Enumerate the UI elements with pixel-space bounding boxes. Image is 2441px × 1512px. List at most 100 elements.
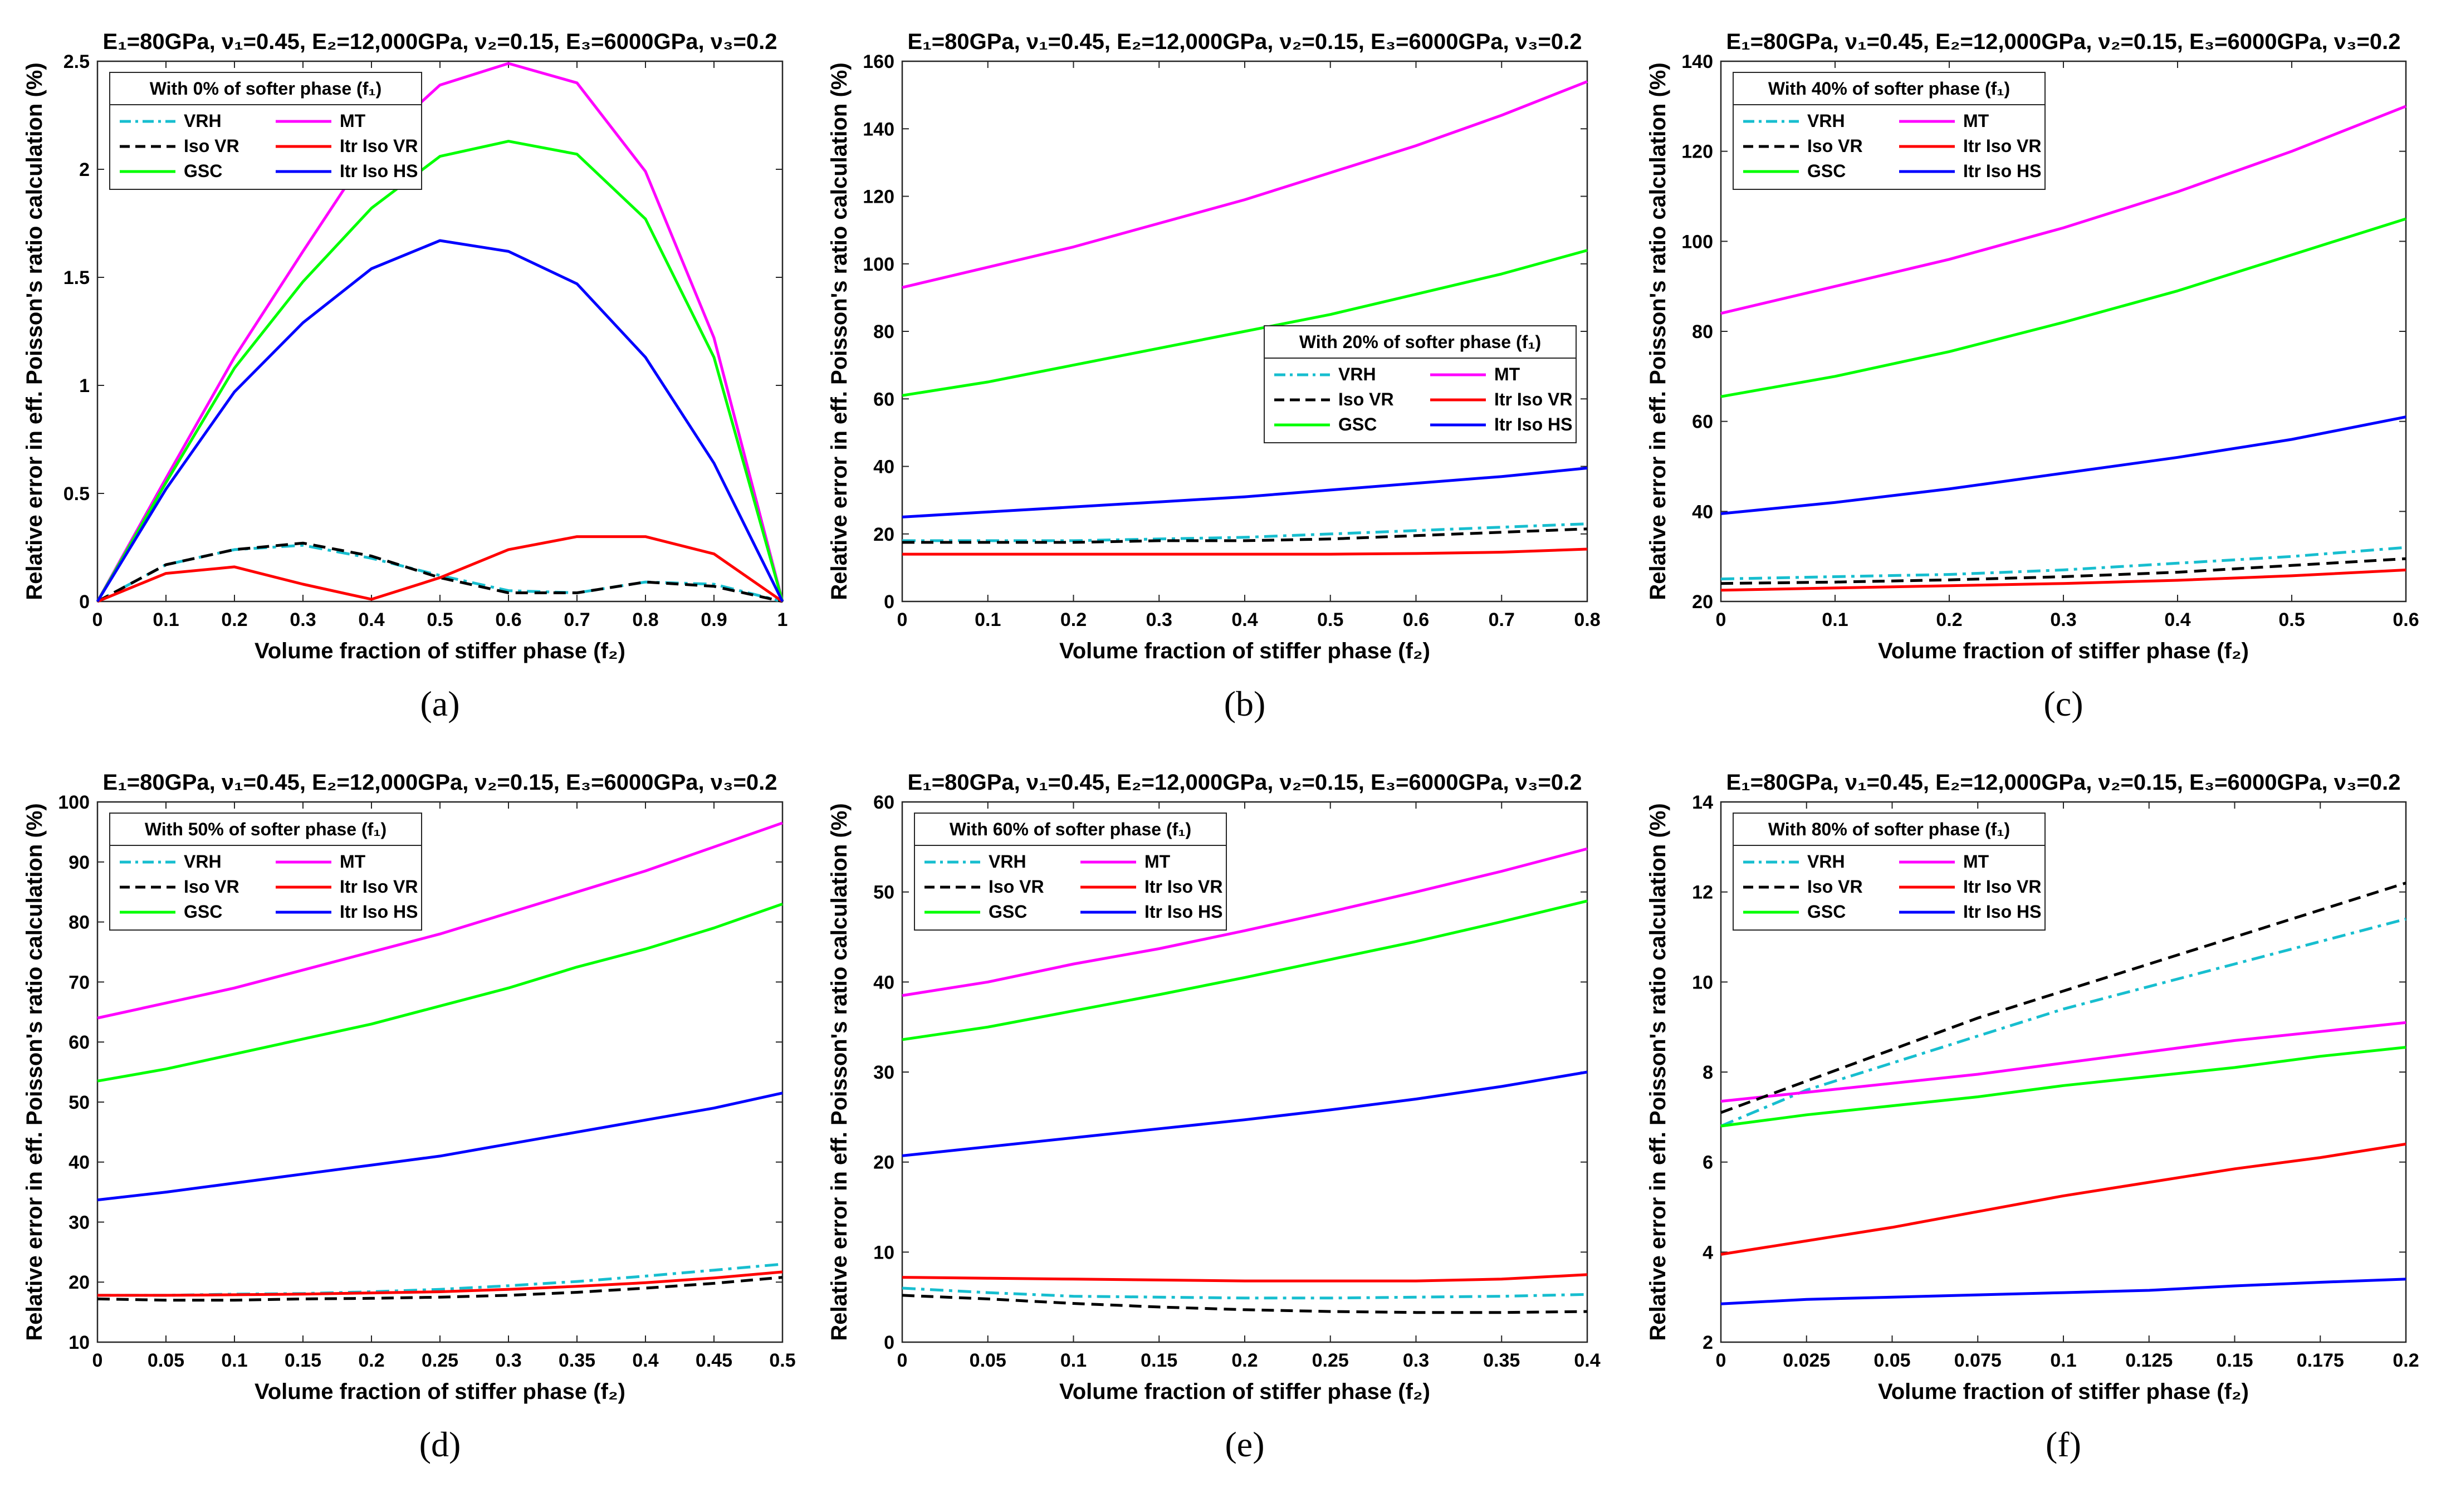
x-tick-label: 0.35 [1483,1350,1520,1371]
legend-label: VRH [1338,364,1376,384]
legend-box [914,813,1227,931]
y-tick-label: 70 [69,972,90,993]
y-tick-label: 20 [69,1272,90,1293]
legend-label: Iso VR [184,877,239,897]
legend-label: Itr Iso HS [1963,161,2041,181]
x-tick-label: 0.3 [2050,609,2076,630]
x-tick-label: 0.25 [422,1350,458,1371]
y-tick-label: 120 [863,187,894,208]
x-tick-label: 0 [1716,1350,1726,1371]
series-line-mt [96,62,784,603]
x-tick-label: 0.1 [1822,609,1848,630]
y-axis-label: Relative error in eff. Poisson's ratio c… [1646,62,1670,600]
y-tick-label: 12 [1692,882,1713,903]
legend-label: GSC [184,902,222,922]
legend-label: VRH [1807,852,1845,872]
chart-title: E₁=80GPa, ν₁=0.45, E₂=12,000GPa, ν₂=0.15… [1726,770,2401,795]
series-line-itr-iso-vr [902,1273,1588,1283]
series-line-itr-iso-vr [97,1270,783,1297]
x-tick-label: 0.3 [1146,609,1172,630]
y-tick-label: 2 [1703,1332,1713,1353]
x-tick-label: 0.05 [970,1350,1006,1371]
series-line-itr-iso-hs [1720,1278,2406,1305]
legend-title: With 80% of softer phase (f₁) [1768,819,2010,839]
y-axis-label: Relative error in eff. Poisson's ratio c… [827,62,852,600]
y-tick-label: 40 [873,972,894,993]
legend-label: Itr Iso VR [1963,877,2041,897]
chart-panel: E₁=80GPa, ν₁=0.45, E₂=12,000GPa, ν₂=0.15… [827,30,1601,723]
x-tick-label: 0.4 [632,1350,658,1371]
chart-panel: E₁=80GPa, ν₁=0.45, E₂=12,000GPa, ν₂=0.15… [1646,30,2419,723]
y-tick-label: 60 [1692,412,1713,433]
chart-title: E₁=80GPa, ν₁=0.45, E₂=12,000GPa, ν₂=0.15… [908,30,1582,54]
x-tick-label: 1 [777,609,788,630]
series-line-mt [1720,1021,2406,1103]
series-line-itr-iso-hs [1720,415,2406,515]
legend-label: VRH [184,111,222,131]
legend-label: Itr Iso VR [340,877,418,897]
legend-title: With 60% of softer phase (f₁) [950,819,1191,839]
y-tick-label: 20 [873,524,894,545]
x-tick-label: 0.25 [1312,1350,1349,1371]
x-tick-label: 0 [1716,609,1726,630]
x-tick-label: 0.6 [495,609,521,630]
chart-title: E₁=80GPa, ν₁=0.45, E₂=12,000GPa, ν₂=0.15… [103,770,777,795]
x-axis-label: Volume fraction of stiffer phase (f₂) [1878,639,2249,663]
series-line-itr-iso-vr [1720,568,2406,592]
series-line-gsc [96,140,784,603]
legend: With 80% of softer phase (f₁) VRH MT Iso VR… [1733,813,2046,931]
x-tick-label: 0.1 [1060,1350,1087,1371]
legend-title: With 0% of softer phase (f₁) [150,79,382,99]
y-tick-label: 140 [1681,51,1713,72]
chart-panel: E₁=80GPa, ν₁=0.45, E₂=12,000GPa, ν₂=0.15… [22,770,796,1464]
x-tick-label: 0.1 [153,609,179,630]
legend-label: Itr Iso HS [340,161,418,181]
x-tick-label: 0.5 [427,609,453,630]
x-tick-label: 0 [92,609,103,630]
legend-label: MT [1144,852,1171,872]
y-tick-label: 100 [1681,231,1713,252]
legend-label: Itr Iso VR [340,136,418,156]
legend-label: GSC [1807,902,1846,922]
x-tick-label: 0.9 [701,609,727,630]
x-tick-label: 0.6 [1403,609,1429,630]
series-line-itr-iso-vr [97,535,784,603]
x-tick-label: 0.2 [2393,1350,2419,1371]
x-tick-label: 0 [897,609,908,630]
y-tick-label: 140 [863,119,894,140]
y-tick-label: 80 [873,321,894,342]
y-tick-label: 80 [1692,321,1713,342]
x-tick-label: 0.175 [2297,1350,2344,1371]
x-axis-label: Volume fraction of stiffer phase (f₂) [1059,1379,1430,1404]
x-tick-label: 0 [897,1350,908,1371]
x-tick-label: 0.2 [358,1350,384,1371]
x-tick-label: 0.2 [1231,1350,1258,1371]
chart-title: E₁=80GPa, ν₁=0.45, E₂=12,000GPa, ν₂=0.15… [908,770,1582,795]
chart-panel: E₁=80GPa, ν₁=0.45, E₂=12,000GPa, ν₂=0.15… [22,30,787,723]
x-tick-label: 0.7 [1489,609,1515,630]
x-tick-label: 0.2 [1936,609,1962,630]
x-tick-label: 0.8 [1574,609,1600,630]
series-line-mt [1720,105,2406,315]
legend-label: Iso VR [1807,136,1863,156]
y-tick-label: 10 [1692,972,1713,993]
x-axis-label: Volume fraction of stiffer phase (f₂) [255,639,625,663]
panel-label: (e) [1225,1425,1264,1464]
series-line-vrh [902,1286,1588,1300]
y-tick-label: 8 [1703,1062,1713,1083]
x-tick-label: 0.05 [148,1350,184,1371]
series-line-iso-vr [902,527,1588,544]
x-tick-label: 0.5 [2278,609,2305,630]
series-line-gsc [1720,1046,2406,1128]
series-line-gsc [902,249,1588,397]
y-tick-label: 1 [79,375,90,397]
x-tick-label: 0.1 [975,609,1001,630]
series-line-itr-iso-hs [902,467,1588,518]
legend-box [109,813,422,931]
y-tick-label: 60 [69,1032,90,1053]
x-tick-label: 0.15 [285,1350,321,1371]
series-line-itr-iso-vr [902,547,1588,556]
legend-title: With 50% of softer phase (f₁) [145,819,387,839]
legend-label: Itr Iso VR [1494,389,1572,409]
x-axis-label: Volume fraction of stiffer phase (f₂) [1059,639,1430,663]
